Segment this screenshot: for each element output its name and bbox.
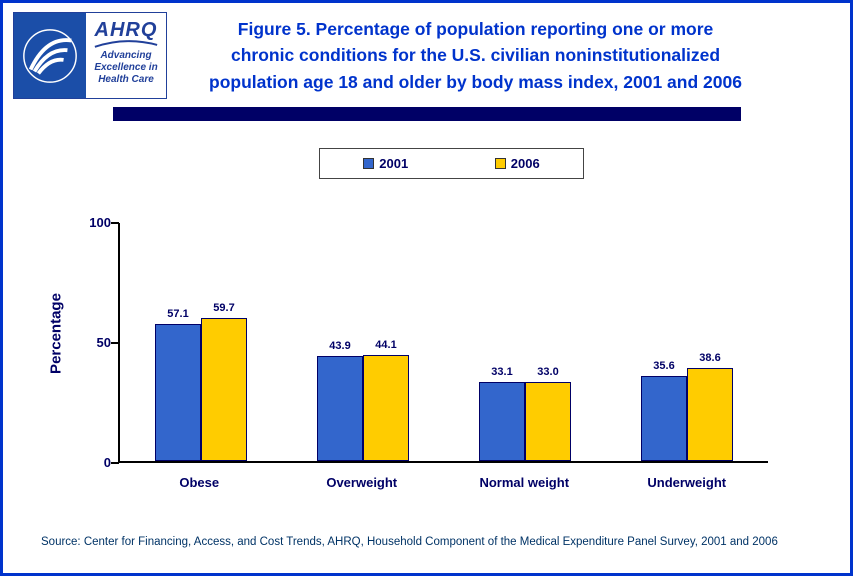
bar-2001-underweight — [641, 375, 687, 461]
bar-2006-underweight — [687, 368, 733, 461]
y-tick-mark — [111, 222, 119, 224]
title-line-2: chronic conditions for the U.S. civilian… — [230, 45, 721, 66]
ahrq-tagline: Advancing Excellence in Health Care — [86, 50, 166, 86]
logo-block: AHRQ Advancing Excellence in Health Care — [13, 12, 167, 99]
bar-groups: 57.1 59.7 43.9 44.1 33.1 33.0 35.6 38.6 — [120, 223, 768, 461]
y-tick-mark — [111, 342, 119, 344]
bar-2001-obese — [155, 323, 201, 461]
bar-group-underweight: 35.6 38.6 — [641, 352, 733, 461]
title-shadow-bar — [113, 107, 741, 121]
bar-wrap: 35.6 — [641, 360, 687, 461]
legend-label: 2006 — [510, 156, 540, 171]
y-tick-mark — [111, 462, 119, 464]
bar-wrap: 38.6 — [687, 352, 733, 461]
category-label-normal-weight: Normal weight — [479, 475, 570, 490]
bar-value-label: 43.9 — [329, 339, 351, 352]
bar-value-label: 59.7 — [213, 301, 235, 314]
bar-group-normal-weight: 33.1 33.0 — [479, 366, 571, 461]
title-line-3: population age 18 and older by body mass… — [209, 71, 742, 92]
y-tick-label-0: 0 — [103, 455, 111, 470]
ahrq-tagline-line: Excellence in — [94, 62, 158, 73]
bar-2001-overweight — [317, 355, 363, 461]
category-label-underweight: Underweight — [647, 475, 727, 490]
y-axis-title: Percentage — [47, 293, 65, 374]
ahrq-tagline-line: Health Care — [98, 74, 154, 85]
bar-value-label: 44.1 — [375, 339, 397, 352]
bar-wrap: 43.9 — [317, 340, 363, 461]
y-tick-label-50: 50 — [96, 335, 111, 350]
category-label-obese: Obese — [179, 475, 220, 490]
bar-wrap: 57.1 — [155, 308, 201, 461]
bar-wrap: 59.7 — [201, 302, 247, 461]
legend-item-2001: 2001 — [363, 156, 408, 171]
ahrq-swoosh-icon — [94, 40, 158, 48]
bar-wrap: 44.1 — [363, 339, 409, 461]
bar-wrap: 33.1 — [479, 366, 525, 461]
figure-title: Figure 5. Percentage of population repor… — [178, 16, 773, 95]
legend: 2001 2006 — [319, 148, 584, 179]
bar-value-label: 33.0 — [537, 365, 559, 378]
legend-marker-2006 — [494, 158, 506, 169]
bar-2006-normal-weight — [525, 381, 571, 461]
category-labels: Obese Overweight Normal weight Underweight — [118, 475, 768, 490]
hhs-eagle-icon — [23, 28, 77, 83]
legend-marker-2001 — [363, 158, 375, 169]
bar-group-obese: 57.1 59.7 — [155, 302, 247, 461]
ahrq-logo-text: AHRQ — [94, 19, 158, 41]
y-tick-label-100: 100 — [89, 215, 111, 230]
ahrq-tagline-line: Advancing — [100, 50, 152, 61]
bar-2006-overweight — [363, 355, 409, 461]
legend-label: 2001 — [379, 156, 409, 171]
bar-2001-normal-weight — [479, 381, 525, 461]
category-label-overweight: Overweight — [326, 475, 398, 490]
bar-wrap: 33.0 — [525, 366, 571, 461]
bar-group-overweight: 43.9 44.1 — [317, 339, 409, 461]
bar-value-label: 33.1 — [491, 365, 513, 378]
bar-value-label: 38.6 — [699, 352, 721, 365]
legend-item-2006: 2006 — [494, 156, 540, 171]
bar-value-label: 35.6 — [653, 359, 675, 372]
title-line-1: Figure 5. Percentage of population repor… — [237, 19, 714, 39]
bar-2006-obese — [201, 317, 247, 461]
bar-value-label: 57.1 — [167, 307, 189, 320]
source-note: Source: Center for Financing, Access, an… — [41, 536, 778, 548]
ahrq-logo: AHRQ Advancing Excellence in Health Care — [86, 13, 166, 98]
plot-area: 57.1 59.7 43.9 44.1 33.1 33.0 35.6 38.6 — [111, 222, 768, 464]
hhs-logo — [14, 13, 86, 98]
